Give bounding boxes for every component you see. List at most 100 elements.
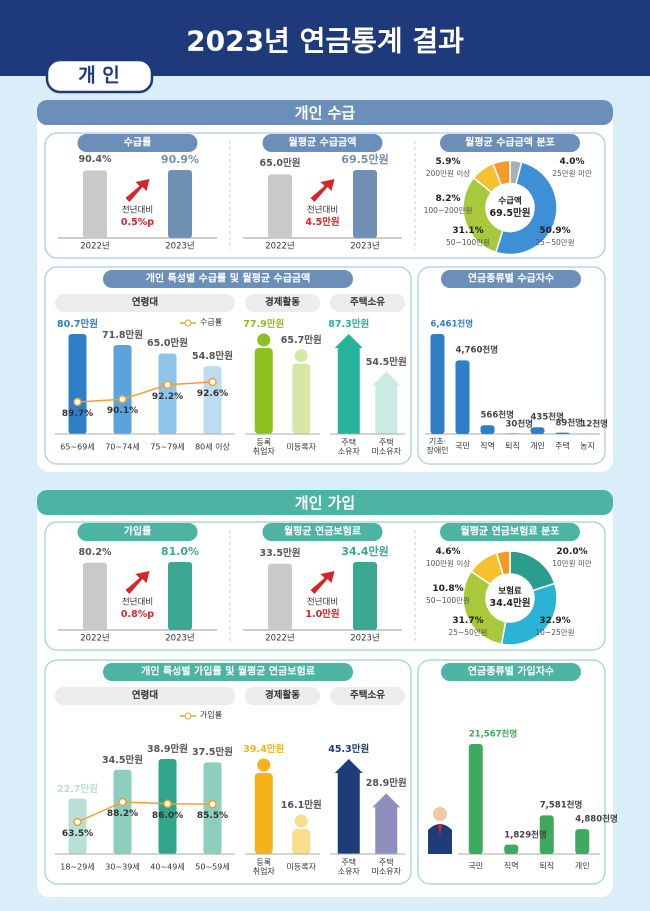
slice-category: 10만원 미만 bbox=[552, 558, 592, 568]
panel-title: 월평균 연금보험료 bbox=[283, 526, 362, 538]
line bbox=[77, 381, 213, 403]
bar bbox=[83, 562, 107, 630]
value-label: 65.0만원 bbox=[147, 338, 188, 350]
value-label: 71.8만원 bbox=[102, 329, 143, 341]
arrow bbox=[310, 179, 335, 202]
panel-title: 월평균 수급금액 bbox=[288, 137, 357, 149]
donut-slice bbox=[495, 550, 511, 576]
slice-category: 50~100만원 bbox=[446, 237, 490, 247]
subtitle-pill bbox=[55, 294, 235, 312]
line-label: 88.2% bbox=[106, 809, 139, 820]
bar bbox=[555, 432, 570, 434]
line-point bbox=[73, 817, 82, 827]
slice-category: 200만원 이상 bbox=[425, 168, 471, 178]
bar bbox=[113, 769, 132, 854]
slice-label: 31.1% bbox=[452, 225, 484, 236]
category-label: 개인 bbox=[574, 861, 590, 871]
category-label: 70~74세 bbox=[105, 442, 140, 452]
center-label: 수급액 bbox=[498, 195, 522, 206]
slice-category: 10~25만원 bbox=[535, 627, 575, 637]
title-pill bbox=[262, 523, 383, 541]
figure-head bbox=[433, 807, 447, 821]
category-label: 주택 소유자 bbox=[337, 858, 360, 876]
panel-title: 수급률 bbox=[123, 137, 152, 149]
title-pill bbox=[77, 523, 198, 541]
category-label: 기초· 장애인 bbox=[426, 437, 449, 455]
center-label: 보험료 bbox=[498, 586, 522, 597]
line-point bbox=[118, 797, 127, 807]
category-label: 65~69세 bbox=[60, 442, 95, 452]
person-bar bbox=[292, 363, 311, 434]
line-label: 86.0% bbox=[151, 810, 184, 821]
slice-category: 100만원 이상 bbox=[425, 558, 471, 568]
subtitle: 경제활동 bbox=[265, 689, 300, 701]
annotation: 전년대비 bbox=[306, 205, 339, 216]
house-bar bbox=[375, 383, 398, 434]
value-label: 54.5만원 bbox=[365, 356, 407, 368]
title-pill bbox=[440, 134, 580, 152]
value-label: 39.4만원 bbox=[243, 743, 285, 755]
subtitle: 연령대 bbox=[131, 296, 159, 308]
page-title: 2023년 연금통계 결과 bbox=[186, 24, 464, 58]
annotation: 전년대비 bbox=[121, 205, 154, 216]
value-label: 4,760천명 bbox=[455, 345, 499, 356]
subtitle-pill bbox=[245, 687, 320, 705]
person-head bbox=[294, 814, 308, 828]
panel-title: 개인 특성별 수급률 및 월평균 수급금액 bbox=[145, 273, 311, 285]
line-point bbox=[118, 394, 127, 404]
category-label: 농지 bbox=[580, 441, 595, 451]
category-label: 주택 소유자 bbox=[337, 438, 360, 456]
bar bbox=[268, 563, 292, 630]
line-label: 90.1% bbox=[106, 406, 139, 417]
annotation: 전년대비 bbox=[306, 597, 339, 608]
annotation: 전년대비 bbox=[121, 597, 154, 608]
value-label: 435천명 bbox=[530, 412, 564, 423]
title-pill bbox=[77, 134, 198, 152]
category-label: 주택 미소유자 bbox=[371, 438, 401, 456]
slice-label: 4.6% bbox=[435, 547, 461, 558]
person-bar bbox=[254, 348, 273, 434]
category-label: 30~39세 bbox=[105, 862, 140, 872]
bar bbox=[168, 562, 192, 630]
category-label: 개인 bbox=[530, 441, 545, 451]
category-label: 주택 bbox=[555, 441, 570, 451]
value-label: 566천명 bbox=[480, 410, 514, 421]
bar bbox=[168, 170, 192, 238]
value-label: 33.5만원 bbox=[259, 547, 301, 559]
center-value: 69.5만원 bbox=[489, 207, 531, 219]
panel-title: 개인 특성별 가입률 및 월평균 연금보험료 bbox=[141, 666, 315, 678]
category-label: 2022년 bbox=[80, 633, 110, 644]
row-panel bbox=[44, 659, 412, 885]
line-label: 89.7% bbox=[61, 409, 94, 420]
value-label: 90.4% bbox=[78, 154, 112, 166]
category-label: 퇴직 bbox=[505, 441, 520, 451]
bar bbox=[353, 170, 377, 238]
donut-slice bbox=[494, 161, 558, 256]
value-label: 34.5만원 bbox=[102, 754, 143, 766]
category-label: 국민 bbox=[468, 861, 484, 871]
value-label: 65.7만원 bbox=[280, 334, 322, 346]
value-label: 12천명 bbox=[580, 419, 608, 430]
value-label: 77.9만원 bbox=[243, 318, 285, 330]
line-point bbox=[163, 380, 172, 390]
section-title: 개인 가입 bbox=[294, 493, 356, 512]
line-label: 85.5% bbox=[196, 811, 229, 822]
bar bbox=[539, 815, 554, 854]
category-label: 직역 bbox=[480, 441, 495, 451]
legend-point bbox=[184, 712, 192, 720]
arrow bbox=[125, 571, 150, 594]
bar bbox=[353, 562, 377, 630]
person-head bbox=[257, 758, 271, 772]
category-label: 2022년 bbox=[265, 241, 295, 252]
value-label: 54.8만원 bbox=[192, 350, 233, 362]
center-value: 34.4만원 bbox=[489, 597, 531, 609]
slice-label: 20.0% bbox=[556, 547, 588, 558]
title-pill bbox=[441, 270, 581, 288]
tab-label: 개 인 bbox=[78, 64, 120, 87]
person-bar bbox=[254, 773, 273, 854]
bar bbox=[468, 744, 483, 854]
figure-tie bbox=[438, 824, 442, 836]
value-label: 21,567천명 bbox=[468, 729, 518, 740]
bar bbox=[203, 366, 222, 434]
line-point bbox=[163, 799, 172, 809]
